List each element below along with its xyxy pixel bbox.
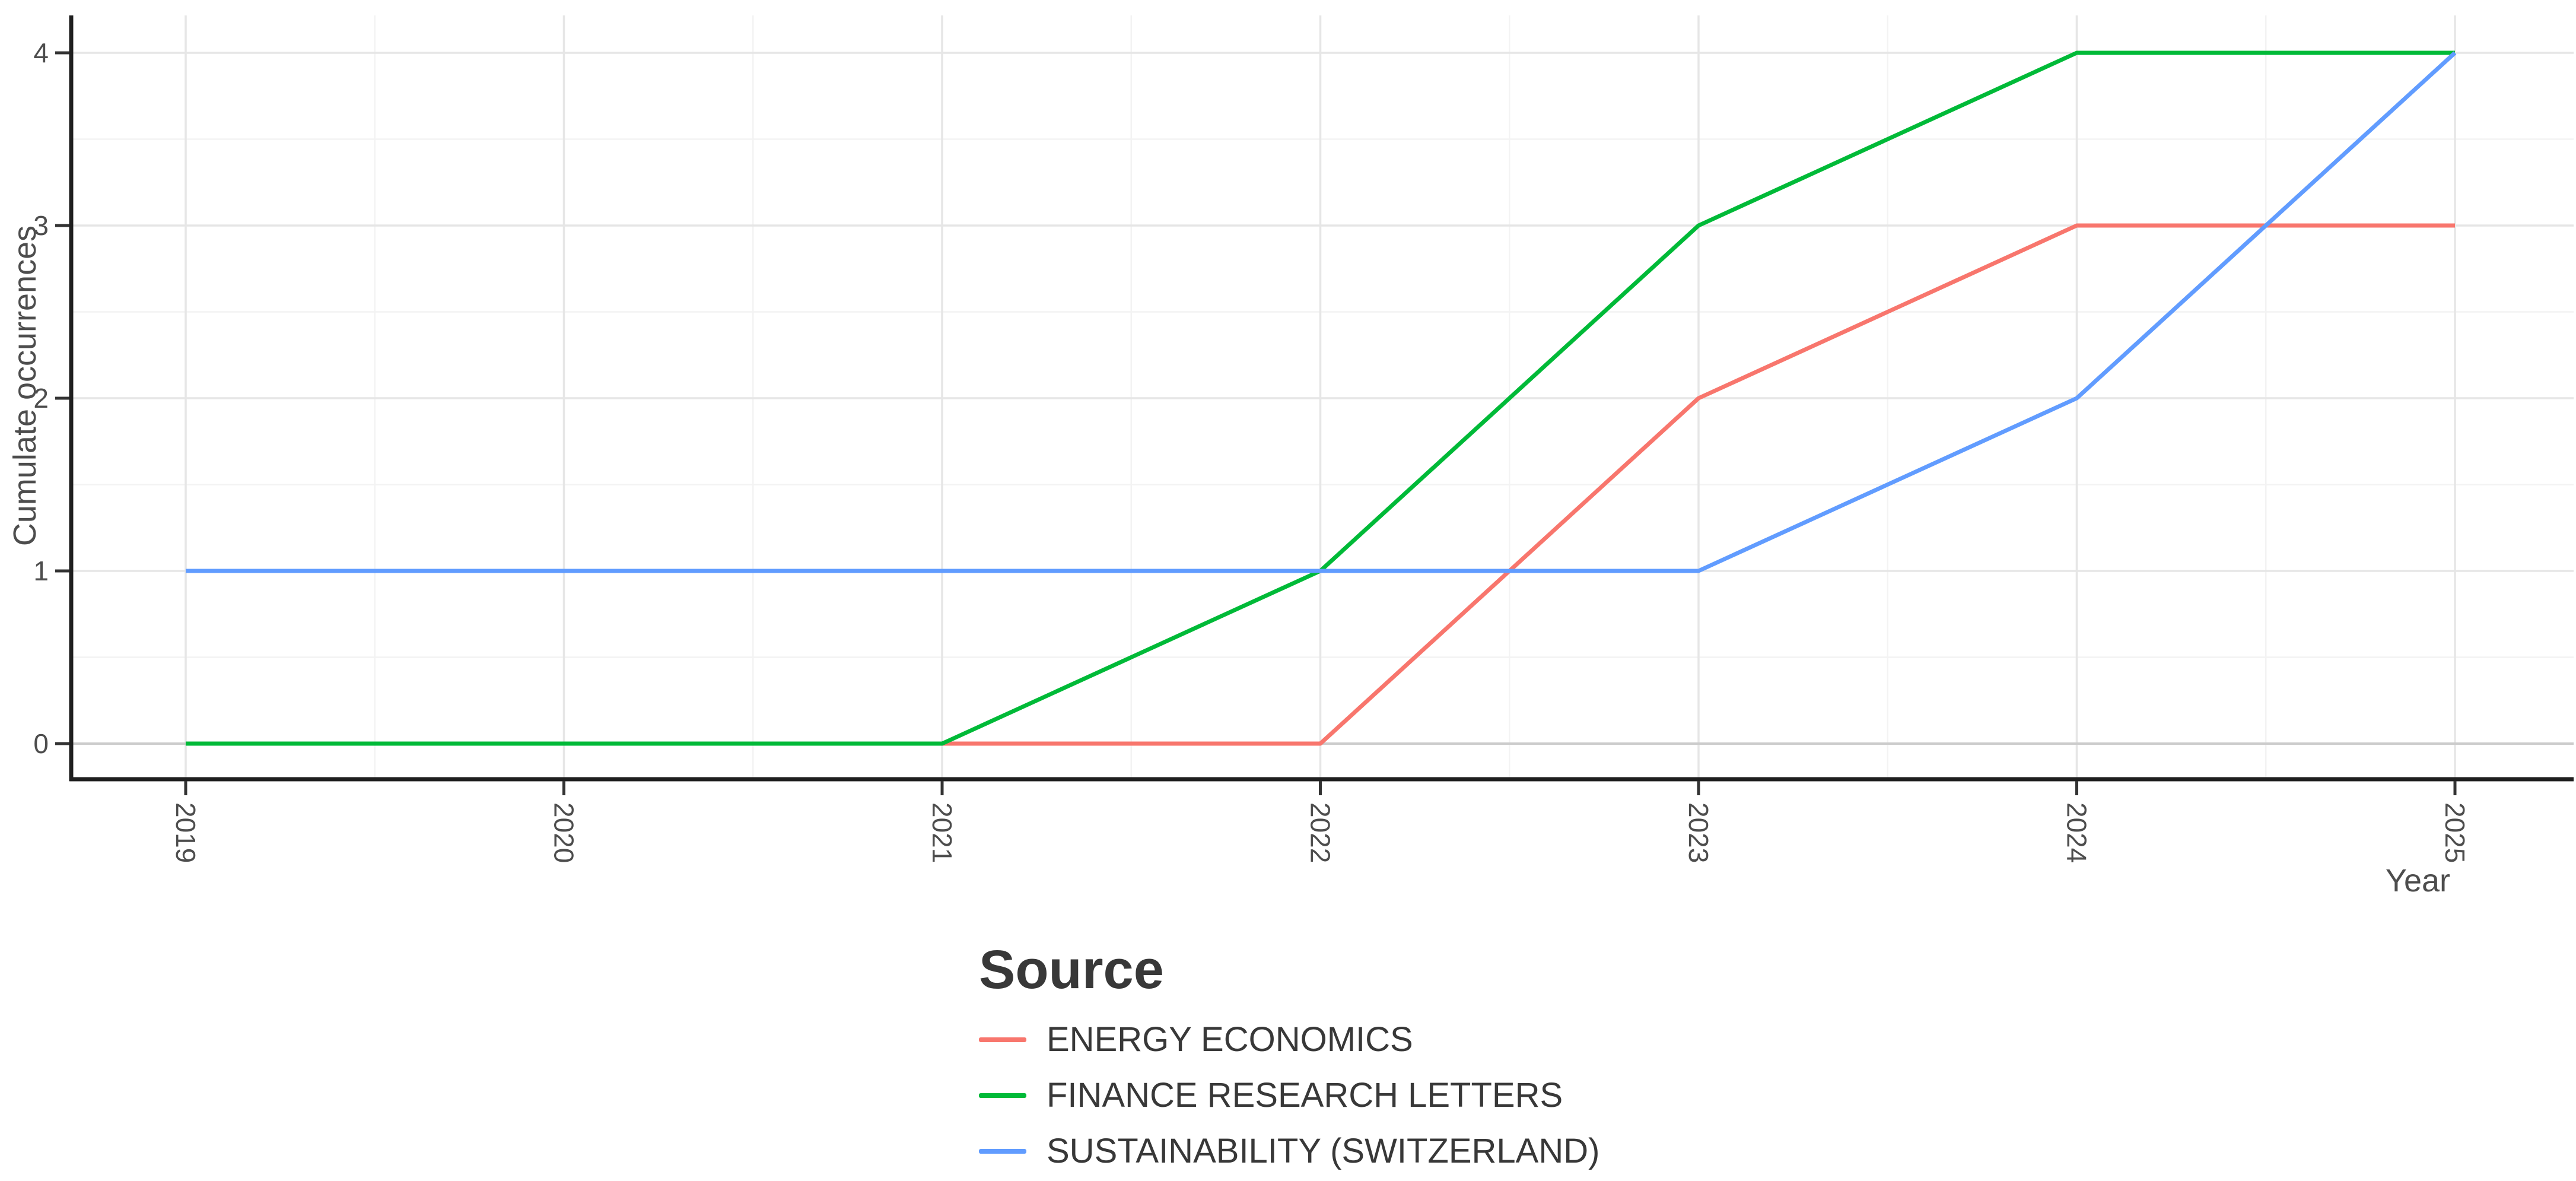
x-axis-title: Year (2386, 863, 2450, 899)
legend-title: Source (979, 939, 1164, 1000)
series-line-sustainability-switzerland- (186, 51, 2457, 573)
y-tick-label: 1 (33, 555, 49, 586)
y-tick-label: 3 (33, 210, 49, 241)
axes (69, 15, 2574, 782)
y-axis-title: Cumulate occurrences (7, 226, 43, 546)
x-tick-label: 2019 (170, 802, 201, 863)
y-axis-tick-labels: 0 1 2 3 4 (33, 37, 49, 759)
legend-key-line (979, 1149, 1026, 1154)
x-tick-label: 2021 (927, 802, 958, 863)
y-tick-label: 2 (33, 383, 49, 414)
legend-key-line (979, 1037, 1026, 1043)
legend-items: ENERGY ECONOMICS FINANCE RESEARCH LETTERS… (979, 1023, 1599, 1169)
x-tick-label: 2025 (2440, 802, 2470, 863)
x-axis-tick-labels: 2019 2020 2021 2022 2023 2024 2025 (170, 802, 2470, 863)
legend-key-line (979, 1093, 1026, 1099)
legend-item-label: FINANCE RESEARCH LETTERS (1047, 1076, 1563, 1115)
legend-item-label: SUSTAINABILITY (SWITZERLAND) (1047, 1132, 1600, 1171)
legend-row: FINANCE RESEARCH LETTERS (979, 1078, 1599, 1113)
series-lines (186, 50, 2457, 746)
legend: Source ENERGY ECONOMICS FINANCE RESEARCH … (979, 939, 1599, 1169)
x-tick-label: 2020 (549, 802, 580, 863)
y-axis-ticks (55, 51, 69, 745)
y-tick-label: 4 (33, 37, 49, 68)
legend-row: ENERGY ECONOMICS (979, 1023, 1599, 1057)
x-axis-ticks (184, 781, 2457, 795)
legend-row: SUSTAINABILITY (SWITZERLAND) (979, 1134, 1599, 1169)
gridlines-major (71, 15, 2574, 779)
x-tick-label: 2023 (1683, 802, 1714, 863)
legend-item-label: ENERGY ECONOMICS (1047, 1020, 1413, 1059)
y-tick-label: 0 (33, 728, 49, 759)
x-tick-label: 2024 (2062, 802, 2092, 863)
x-tick-label: 2022 (1305, 802, 1336, 863)
